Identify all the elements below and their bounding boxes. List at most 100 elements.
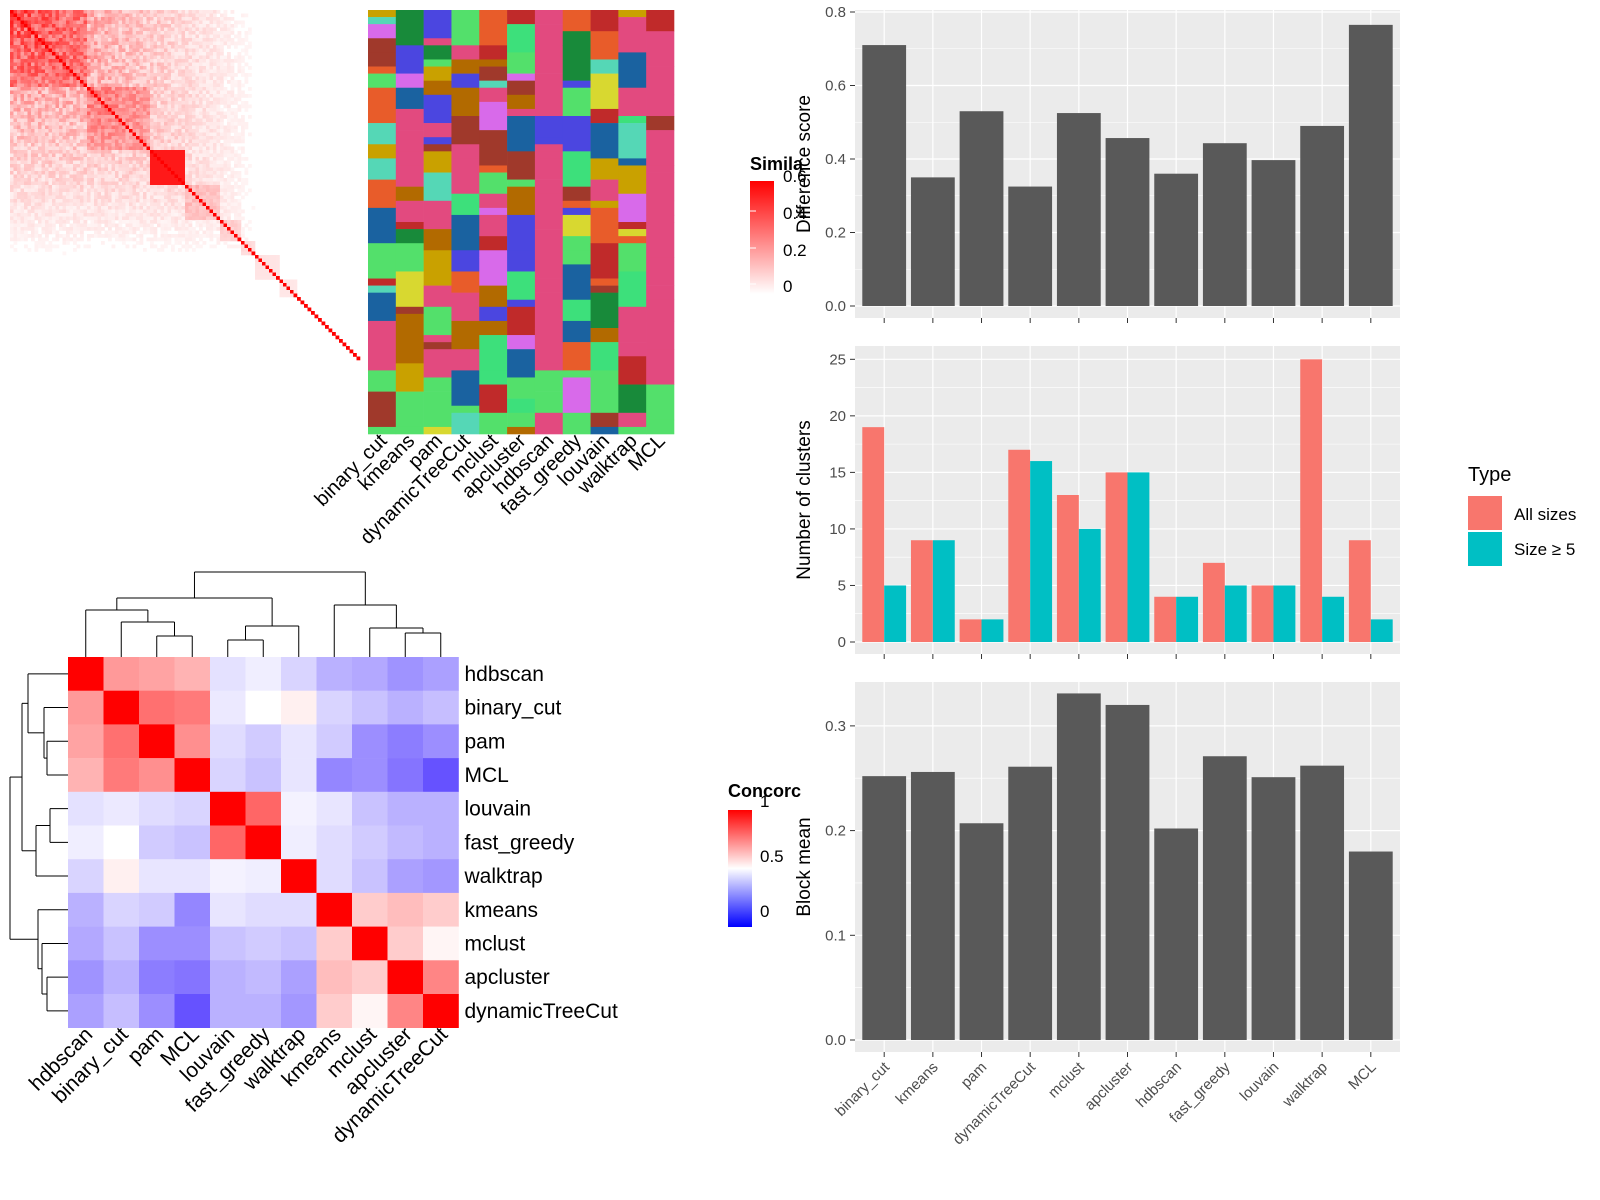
similarity-cell xyxy=(206,195,210,200)
similarity-cell xyxy=(108,17,112,21)
similarity-cell xyxy=(153,41,158,46)
similarity-cell xyxy=(234,34,238,39)
similarity-cell xyxy=(111,101,116,105)
similarity-cell xyxy=(101,90,105,95)
similarity-cell xyxy=(178,237,182,242)
similarity-cell xyxy=(13,227,18,231)
similarity-cell xyxy=(244,94,249,98)
similarity-cell xyxy=(213,146,217,151)
similarity-cell xyxy=(48,139,53,144)
similarity-cell xyxy=(206,13,210,18)
similarity-cell xyxy=(13,248,18,252)
similarity-cell xyxy=(181,10,186,14)
similarity-cell xyxy=(255,255,259,259)
similarity-cell xyxy=(174,129,179,133)
similarity-cell xyxy=(90,38,95,42)
similarity-cell xyxy=(185,188,189,193)
similarity-cell xyxy=(125,115,130,119)
similarity-cell xyxy=(216,80,221,84)
annotation-cell xyxy=(618,87,647,117)
similarity-cell xyxy=(104,209,109,214)
similarity-cell xyxy=(174,125,179,130)
similarity-cell xyxy=(164,97,168,102)
similarity-cell xyxy=(55,45,60,49)
similarity-cell xyxy=(122,20,126,25)
similarity-cell xyxy=(101,20,105,25)
similarity-cell xyxy=(118,52,123,56)
similarity-cell xyxy=(125,143,130,147)
similarity-cell xyxy=(209,167,214,172)
similarity-cell xyxy=(157,48,161,53)
similarity-legend-title: Simila xyxy=(750,154,804,174)
similarity-cell xyxy=(108,216,112,221)
similarity-cell xyxy=(181,41,186,46)
similarity-cell xyxy=(125,185,130,189)
similarity-cell xyxy=(45,31,49,35)
similarity-cell xyxy=(209,185,214,189)
similarity-cell xyxy=(111,150,116,154)
similarity-cell xyxy=(132,209,137,214)
concordance-cell xyxy=(210,758,246,793)
similarity-cell xyxy=(153,143,158,147)
similarity-cell xyxy=(192,80,196,84)
similarity-cell xyxy=(97,20,102,25)
similarity-cell xyxy=(73,101,77,105)
annotation-cell xyxy=(479,320,508,336)
similarity-cell xyxy=(167,101,172,105)
similarity-cell xyxy=(199,69,203,74)
similarity-cell xyxy=(192,101,196,105)
similarity-cell xyxy=(220,87,224,91)
similarity-cell xyxy=(101,48,105,53)
similarity-cell xyxy=(234,174,238,179)
similarity-cell xyxy=(52,55,56,60)
similarity-cell xyxy=(157,125,161,130)
similarity-cell xyxy=(160,178,165,182)
similarity-cell xyxy=(10,24,14,28)
similarity-cell xyxy=(104,24,109,28)
similarity-cell xyxy=(136,129,140,133)
similarity-cell xyxy=(157,167,161,172)
similarity-cell xyxy=(34,150,39,154)
annotation-cell xyxy=(562,264,591,301)
similarity-cell xyxy=(122,171,126,175)
similarity-cell xyxy=(202,223,207,228)
similarity-cell xyxy=(220,171,224,175)
similarity-cell xyxy=(125,38,130,42)
similarity-cell xyxy=(202,234,207,238)
similarity-cell xyxy=(94,150,98,154)
similarity-cell xyxy=(188,38,193,42)
similarity-cell xyxy=(227,174,231,179)
similarity-cell xyxy=(234,157,238,161)
similarity-cell xyxy=(87,178,91,182)
similarity-cell xyxy=(80,171,84,175)
similarity-cell xyxy=(125,192,130,196)
similarity-cell xyxy=(90,164,95,168)
concordance-cell xyxy=(103,892,140,927)
similarity-cell xyxy=(181,136,186,140)
similarity-cell xyxy=(45,125,49,130)
similarity-cell xyxy=(27,206,32,210)
similarity-cell xyxy=(230,94,235,98)
similarity-cell xyxy=(129,24,133,28)
similarity-cell xyxy=(202,45,207,49)
similarity-cell xyxy=(38,87,42,91)
similarity-cell xyxy=(13,41,18,46)
similarity-cell xyxy=(171,167,175,172)
similarity-cell xyxy=(136,160,140,165)
similarity-cell xyxy=(153,237,158,242)
similarity-cell xyxy=(10,139,14,144)
similarity-cell xyxy=(111,17,116,21)
similarity-cell xyxy=(24,27,28,32)
similarity-cell xyxy=(118,132,123,137)
similarity-cell xyxy=(108,34,112,39)
similarity-cell xyxy=(10,220,14,224)
similarity-cell xyxy=(202,129,207,133)
similarity-cell xyxy=(164,80,168,84)
similarity-cell xyxy=(27,160,32,165)
similarity-cell xyxy=(48,167,53,172)
similarity-cell xyxy=(129,52,133,56)
similarity-cell xyxy=(20,171,25,175)
similarity-cell xyxy=(87,192,91,196)
similarity-cell xyxy=(45,167,49,172)
similarity-cell xyxy=(104,20,109,25)
